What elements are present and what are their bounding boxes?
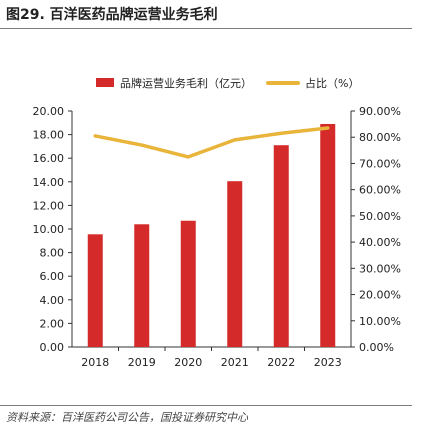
y-left-tick-label: 12.00	[33, 199, 65, 212]
x-tick-label: 2020	[174, 356, 202, 369]
y-right-tick-label: 70.00%	[359, 157, 401, 170]
legend-label-bar: 品牌运营业务毛利（亿元）	[120, 76, 252, 90]
x-tick-label: 2021	[221, 356, 249, 369]
bar	[181, 221, 196, 347]
y-right-tick-label: 10.00%	[359, 315, 401, 328]
legend-label-line: 占比（%）	[305, 76, 359, 90]
y-left-tick-label: 6.00	[40, 270, 65, 283]
y-right-tick-label: 40.00%	[359, 236, 401, 249]
source-divider	[0, 405, 412, 406]
bar	[88, 234, 103, 347]
y-left-tick-label: 14.00	[33, 176, 65, 189]
y-left-tick-label: 18.00	[33, 129, 65, 142]
y-left-tick-label: 20.00	[33, 105, 65, 118]
y-left-tick-label: 2.00	[40, 317, 65, 330]
y-right-tick-label: 80.00%	[359, 131, 401, 144]
line-series	[94, 127, 330, 159]
y-left-tick-label: 10.00	[33, 223, 65, 236]
line-point	[326, 127, 329, 130]
y-right-tick-label: 60.00%	[359, 184, 401, 197]
line-point	[187, 155, 190, 158]
y-left-tick-label: 4.00	[40, 294, 65, 307]
line-path	[95, 128, 328, 157]
x-tick-label: 2018	[81, 356, 109, 369]
bar	[274, 145, 289, 347]
legend: 品牌运营业务毛利（亿元） 占比（%）	[96, 76, 359, 90]
source-note: 资料来源：百洋医药公司公告，国投证券研究中心	[6, 409, 248, 425]
y-right-tick-label: 90.00%	[359, 105, 401, 118]
line-point	[140, 144, 143, 147]
x-tick-label: 2022	[267, 356, 295, 369]
y-left-tick-label: 8.00	[40, 247, 65, 260]
bar	[227, 181, 242, 347]
bar	[134, 224, 149, 347]
bar	[320, 124, 335, 347]
y-right-tick-label: 30.00%	[359, 262, 401, 275]
line-point	[280, 132, 283, 135]
legend-swatch-bar	[96, 78, 114, 87]
bar-series	[88, 124, 336, 347]
x-tick-label: 2023	[314, 356, 342, 369]
x-tick-label: 2019	[128, 356, 156, 369]
y-right-tick-label: 20.00%	[359, 289, 401, 302]
y-right-tick-label: 0.00%	[359, 341, 394, 354]
y-left-tick-label: 0.00	[40, 341, 65, 354]
line-point	[233, 138, 236, 141]
y-right-tick-label: 50.00%	[359, 210, 401, 223]
y-left-tick-label: 16.00	[33, 152, 65, 165]
line-point	[94, 134, 97, 137]
